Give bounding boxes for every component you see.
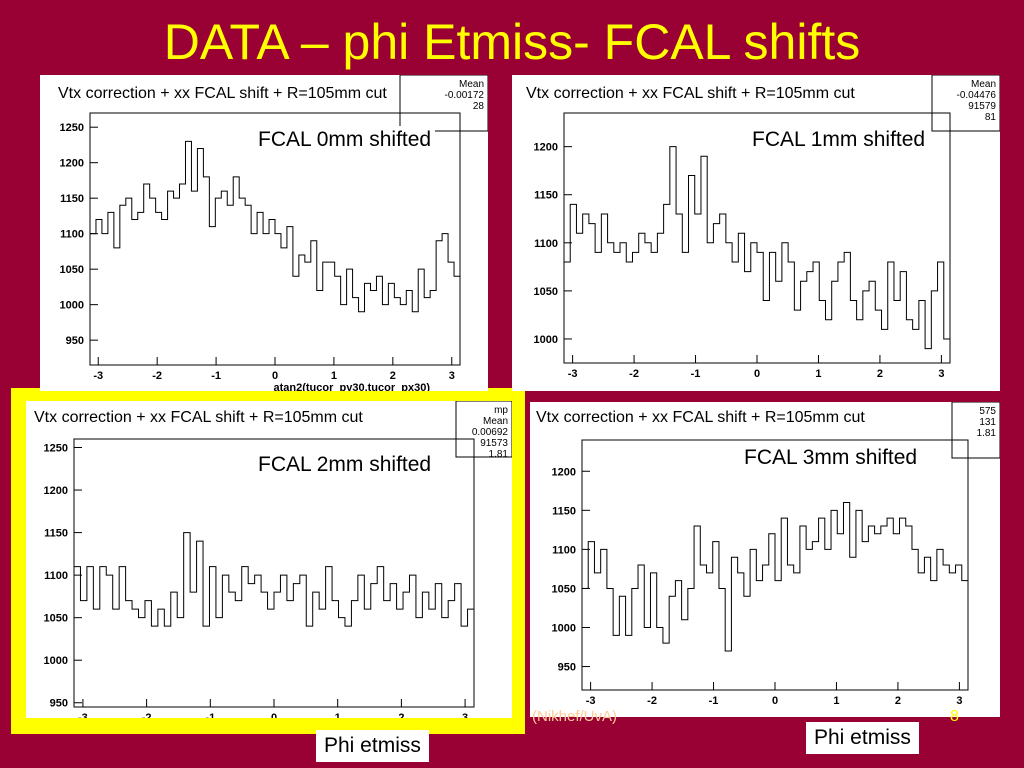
- x-tick-label: -1: [691, 368, 701, 380]
- x-tick-label: 0: [271, 712, 277, 718]
- x-axis-title: atan2(tucor_py30,tucor_px30): [274, 382, 431, 391]
- x-tick-label: -1: [709, 695, 719, 707]
- histogram-series: [563, 146, 951, 363]
- y-tick-label: 1000: [60, 300, 84, 312]
- plot-frame: [73, 438, 475, 708]
- x-tick-label: -2: [152, 370, 162, 382]
- histogram-header: Vtx correction + xx FCAL shift + R=105mm…: [532, 407, 869, 429]
- x-tick-label: 2: [877, 368, 883, 380]
- histogram-panel-fcal-3mm: 575 131 1.81 950 1000 1050 1100 1150 1200 -3 -2 -1 0…: [530, 402, 1000, 717]
- stats-value: -0.04476: [957, 90, 997, 101]
- stats-value: -0.00172: [445, 90, 485, 101]
- y-tick-label: 1250: [44, 443, 68, 455]
- stats-value: 1.81: [977, 428, 997, 439]
- x-tick-label: -1: [205, 712, 215, 718]
- histogram-note: FCAL 2mm shifted: [254, 451, 436, 479]
- y-tick-label: 950: [558, 662, 576, 674]
- x-tick-label: 3: [938, 368, 944, 380]
- x-tick-label: 1: [815, 368, 821, 380]
- axis-caption-left: Phi etmiss: [316, 730, 429, 762]
- histogram-panel-fcal-2mm: mp Mean 0.00692 91573 1.81 950 1000 1050 1100 115…: [26, 401, 512, 718]
- y-tick-label: 1200: [552, 466, 576, 478]
- stats-value: 0.00692: [472, 427, 509, 438]
- y-tick-label: 1100: [44, 570, 68, 582]
- y-tick-label: 1200: [44, 485, 68, 497]
- stats-value: 91579: [968, 101, 996, 112]
- x-tick-label: -2: [647, 695, 657, 707]
- x-tick-label: 2: [895, 695, 901, 707]
- x-tick-label: -3: [78, 712, 88, 718]
- histogram-series: [73, 532, 475, 707]
- y-tick-label: 950: [66, 335, 84, 347]
- y-tick-label: 1050: [44, 613, 68, 625]
- x-tick-label: -2: [629, 368, 639, 380]
- stats-value: Mean: [459, 79, 484, 90]
- axis-caption-right: Phi etmiss: [806, 722, 919, 754]
- histogram-series: [89, 140, 461, 365]
- stats-value: 91573: [480, 438, 508, 449]
- y-tick-label: 1050: [534, 286, 558, 298]
- x-tick-label: 3: [956, 695, 962, 707]
- y-tick-label: 1050: [60, 264, 84, 276]
- slide-title: DATA – phi Etmiss- FCAL shifts: [163, 14, 861, 70]
- histogram-note: FCAL 3mm shifted: [740, 444, 922, 472]
- histogram-note: FCAL 1mm shifted: [748, 126, 930, 154]
- x-tick-label: -3: [568, 368, 578, 380]
- histogram-header: Vtx correction + xx FCAL shift + R=105mm…: [54, 83, 391, 105]
- x-tick-label: -3: [586, 695, 596, 707]
- x-tick-label: -2: [142, 712, 152, 718]
- y-tick-label: 1000: [44, 655, 68, 667]
- histogram-panel-fcal-0mm: Mean -0.00172 28 950 1000 1050 1100 1150 1200 125…: [40, 75, 488, 391]
- stats-box: [951, 402, 1000, 459]
- page-number: 8: [950, 708, 959, 725]
- x-tick-label: 1: [331, 370, 337, 382]
- y-tick-label: 1150: [552, 505, 576, 517]
- y-tick-label: 1100: [552, 544, 576, 556]
- stats-value: 575: [979, 406, 996, 417]
- x-tick-label: 0: [272, 370, 278, 382]
- histogram-note: FCAL 0mm shifted: [254, 126, 436, 154]
- stats-box: [931, 75, 1000, 132]
- y-tick-label: 1150: [534, 190, 558, 202]
- x-tick-label: 2: [398, 712, 404, 718]
- stats-box: [455, 401, 512, 458]
- y-tick-label: 1250: [60, 122, 84, 134]
- footer-text: (Nikhef/UvA): [532, 708, 618, 725]
- histogram-panel-fcal-1mm: Mean -0.04476 91579 81 1000 1050 1100 1150 1200 -…: [512, 75, 1000, 391]
- x-tick-label: 0: [772, 695, 778, 707]
- x-tick-label: -3: [93, 370, 103, 382]
- stats-value: Mean: [971, 79, 996, 90]
- y-tick-label: 1000: [534, 334, 558, 346]
- y-tick-label: 1100: [534, 238, 558, 250]
- stats-value: 1.81: [489, 449, 509, 460]
- y-tick-label: 1050: [552, 583, 576, 595]
- stats-value: 28: [473, 101, 485, 112]
- y-tick-label: 1150: [60, 193, 84, 205]
- x-tick-label: -1: [211, 370, 221, 382]
- y-tick-label: 950: [50, 698, 68, 710]
- x-tick-label: 0: [754, 368, 760, 380]
- y-tick-label: 1100: [60, 229, 84, 241]
- x-tick-label: 3: [449, 370, 455, 382]
- histogram-series: [581, 502, 969, 690]
- stats-value: 131: [979, 417, 996, 428]
- x-tick-label: 1: [335, 712, 341, 718]
- x-tick-label: 1: [833, 695, 839, 707]
- histogram-header: Vtx correction + xx FCAL shift + R=105mm…: [522, 83, 859, 105]
- stats-value: 81: [985, 112, 997, 123]
- y-tick-label: 1000: [552, 623, 576, 635]
- y-tick-label: 1200: [534, 142, 558, 154]
- histogram-header: Vtx correction + xx FCAL shift + R=105mm…: [30, 407, 367, 429]
- x-tick-label: 2: [390, 370, 396, 382]
- x-tick-label: 3: [462, 712, 468, 718]
- y-tick-label: 1200: [60, 158, 84, 170]
- y-tick-label: 1150: [44, 528, 68, 540]
- stats-box: [399, 75, 488, 132]
- stats-value: Mean: [483, 416, 508, 427]
- stats-value: mp: [494, 405, 508, 416]
